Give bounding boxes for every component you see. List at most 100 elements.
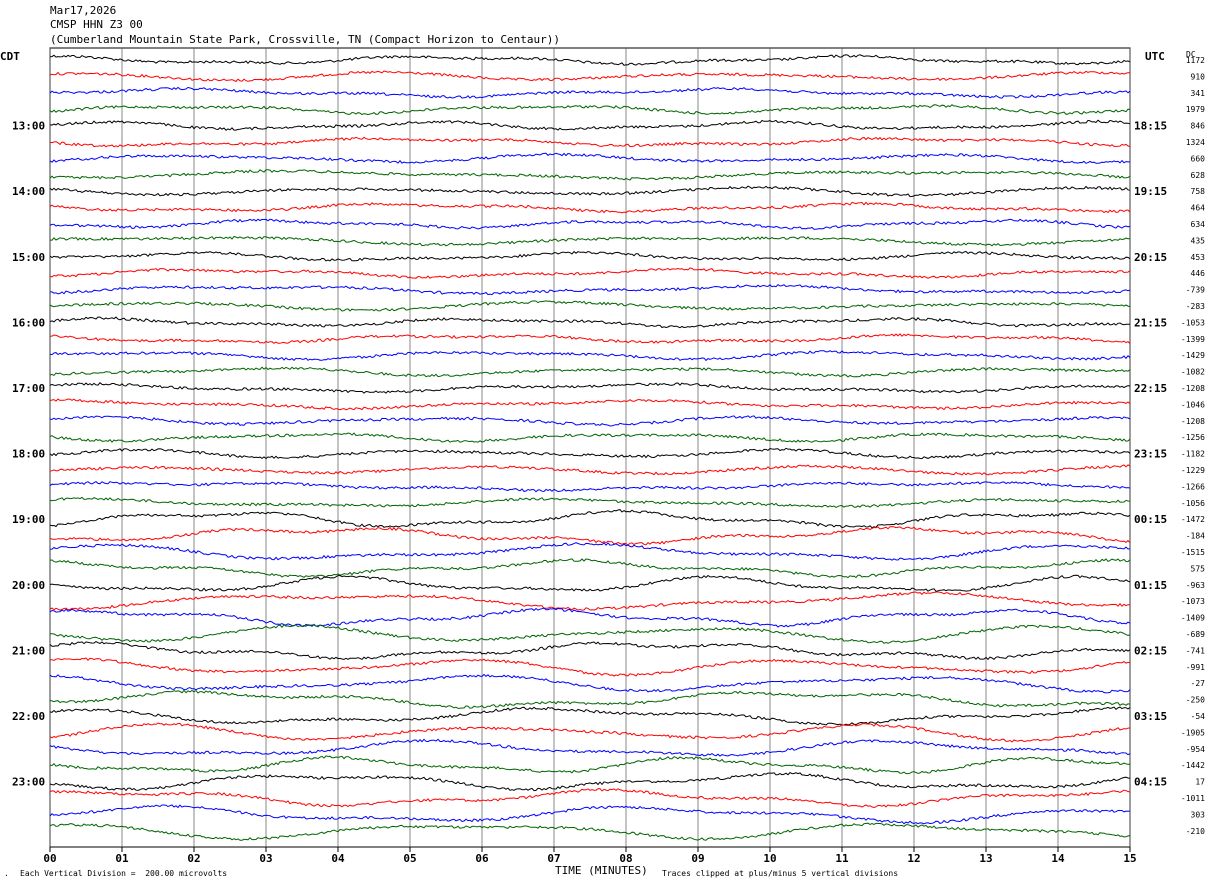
right-hour-label: 20:15 [1134, 251, 1167, 264]
trace-line [49, 657, 1131, 677]
x-tick-label: 15 [1123, 852, 1136, 865]
right-hour-label: 23:15 [1134, 448, 1167, 461]
footer-marker: . [4, 869, 9, 878]
right-hour-label: 01:15 [1134, 579, 1167, 592]
left-hour-label: 20:00 [12, 579, 45, 592]
dc-offset-label: -250 [1186, 696, 1205, 705]
dc-header-label: DC [1186, 50, 1196, 59]
dc-offset-label: -1182 [1181, 450, 1205, 459]
right-hour-label: 22:15 [1134, 382, 1167, 395]
trace-line [49, 235, 1131, 247]
x-tick-label: 11 [835, 852, 849, 865]
dc-offset-label: -1011 [1181, 794, 1205, 803]
x-tick-label: 09 [691, 852, 704, 865]
trace-line [49, 381, 1131, 394]
right-hour-label: 19:15 [1134, 185, 1167, 198]
dc-offset-label: 1324 [1186, 138, 1205, 147]
plot-frame [49, 47, 1131, 848]
x-tick-label: 12 [907, 852, 920, 865]
trace-line [49, 447, 1131, 460]
dc-offset-label: -283 [1186, 302, 1205, 311]
trace-line [49, 316, 1131, 329]
trace-line [49, 333, 1131, 344]
trace-line [49, 526, 1131, 546]
x-tick-label: 08 [619, 852, 632, 865]
dc-offset-label: -1515 [1181, 548, 1205, 557]
trace-line [49, 496, 1131, 508]
dc-offset-label: -1056 [1181, 499, 1205, 508]
trace-line [49, 673, 1131, 694]
trace-line [49, 86, 1131, 99]
right-hour-label: 03:15 [1134, 710, 1167, 723]
x-tick-label: 13 [979, 852, 992, 865]
dc-offset-label: 634 [1191, 220, 1206, 229]
dc-offset-label: -689 [1186, 630, 1205, 639]
trace-line [49, 104, 1131, 116]
x-tick-label: 07 [547, 852, 560, 865]
dc-offset-label: -963 [1186, 581, 1205, 590]
trace-line [49, 169, 1131, 181]
dc-offset-label: -1905 [1181, 728, 1205, 737]
right-hour-label: 02:15 [1134, 644, 1167, 657]
dc-offset-label: 303 [1191, 810, 1206, 819]
location-label: (Cumberland Mountain State Park, Crossvi… [50, 33, 560, 46]
trace-line [49, 822, 1131, 841]
dc-offset-label: -991 [1186, 663, 1205, 672]
trace-line [49, 152, 1130, 164]
left-hour-label: 19:00 [12, 513, 45, 526]
trace-line [49, 706, 1131, 726]
left-hour-label: 22:00 [12, 710, 45, 723]
x-tick-label: 01 [115, 852, 129, 865]
left-hour-label: 16:00 [12, 316, 45, 329]
trace-line [49, 136, 1131, 148]
date-label: Mar17,2026 [50, 4, 117, 17]
left-hour-label: 13:00 [12, 120, 45, 133]
dc-offset-label: -54 [1191, 712, 1206, 721]
dc-offset-label: 435 [1191, 236, 1206, 245]
dc-offset-label: 1979 [1186, 105, 1205, 114]
dc-offset-label: -1082 [1181, 368, 1205, 377]
x-tick-label: 14 [1051, 852, 1065, 865]
left-hour-label: 18:00 [12, 448, 45, 461]
trace-line [49, 689, 1131, 709]
trace-line [49, 350, 1131, 362]
trace-line [50, 284, 1131, 296]
dc-offset-label: -1472 [1181, 515, 1205, 524]
x-tick-label: 02 [187, 852, 200, 865]
dc-offset-label: -1409 [1181, 614, 1205, 623]
trace-line [49, 464, 1131, 476]
left-hour-label: 14:00 [12, 185, 45, 198]
trace-line [49, 771, 1131, 792]
dc-offset-label: 446 [1191, 269, 1206, 278]
dc-offset-label: 464 [1191, 204, 1206, 213]
x-tick-label: 06 [475, 852, 489, 865]
trace-line [49, 722, 1131, 743]
left-hour-label: 15:00 [12, 251, 45, 264]
dc-offset-label: 628 [1191, 171, 1206, 180]
trace-line [49, 398, 1131, 411]
x-tick-label: 05 [403, 852, 416, 865]
right-timezone-label: UTC [1145, 50, 1165, 63]
x-axis-title: TIME (MINUTES) [555, 864, 648, 877]
right-hour-label: 21:15 [1134, 316, 1167, 329]
dc-offset-label: -1073 [1181, 597, 1205, 606]
dc-offset-label: -184 [1186, 532, 1205, 541]
dc-offset-label: -739 [1186, 286, 1205, 295]
station-label: CMSP HHN Z3 00 [50, 18, 143, 31]
trace-line [49, 185, 1131, 198]
trace-line [49, 755, 1131, 775]
right-hour-label: 00:15 [1134, 513, 1167, 526]
trace-line [49, 119, 1131, 131]
trace-line [49, 641, 1131, 661]
dc-offset-label: -741 [1186, 646, 1205, 655]
dc-offset-label: -210 [1186, 827, 1205, 836]
trace-line [49, 480, 1131, 493]
trace-line [49, 509, 1131, 529]
trace-line [49, 267, 1131, 279]
dc-offset-label: -1399 [1181, 335, 1205, 344]
trace-line [49, 432, 1131, 443]
left-hour-label: 23:00 [12, 776, 45, 789]
left-timezone-label: CDT [0, 50, 20, 63]
dc-offset-label: -1229 [1181, 466, 1205, 475]
